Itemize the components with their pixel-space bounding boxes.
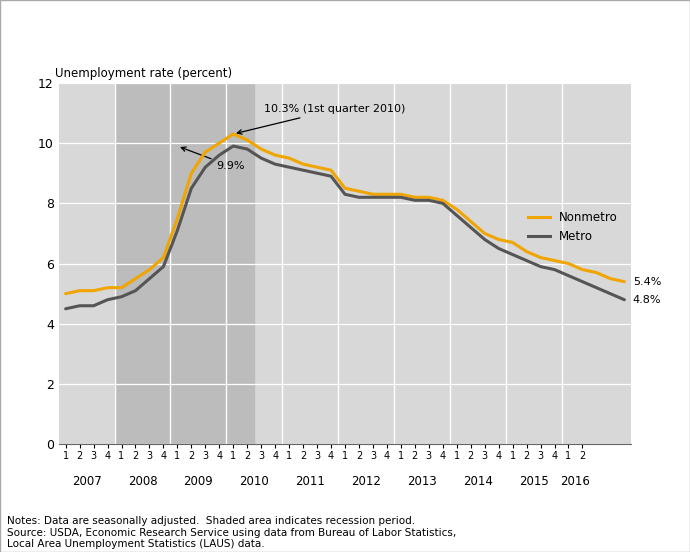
Text: Unemployment rate (percent): Unemployment rate (percent) [55, 67, 233, 80]
Text: 2012: 2012 [351, 475, 381, 488]
Text: 2010: 2010 [239, 475, 269, 488]
Text: 2015: 2015 [519, 475, 549, 488]
Text: 9.9%: 9.9% [181, 147, 245, 171]
Legend: Nonmetro, Metro: Nonmetro, Metro [524, 207, 622, 248]
Text: 2014: 2014 [463, 475, 493, 488]
Text: Notes: Data are seasonally adjusted.  Shaded area indicates recession period.
So: Notes: Data are seasonally adjusted. Sha… [7, 516, 456, 549]
Text: (quarterly): (quarterly) [8, 39, 99, 54]
Text: 4.8%: 4.8% [633, 295, 661, 305]
Text: 2007: 2007 [72, 475, 101, 488]
Text: U.S. unemployment rates, metro and nonmetro areas, 2007-2016: U.S. unemployment rates, metro and nonme… [8, 21, 551, 36]
Text: 2008: 2008 [128, 475, 157, 488]
Text: 2016: 2016 [560, 475, 591, 488]
Text: 5.4%: 5.4% [633, 277, 661, 286]
Text: 2011: 2011 [295, 475, 325, 488]
Text: 2013: 2013 [407, 475, 437, 488]
Text: 10.3% (1st quarter 2010): 10.3% (1st quarter 2010) [237, 104, 405, 134]
Bar [115, 83, 254, 444]
Text: 2009: 2009 [184, 475, 213, 488]
